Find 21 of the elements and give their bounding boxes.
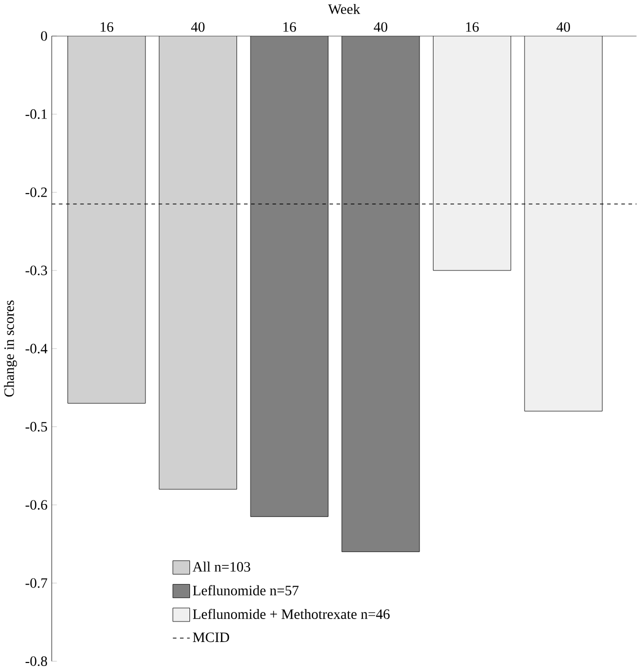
x-tick-label: 16 — [284, 22, 296, 32]
x-tick-label: 40 — [556, 22, 570, 32]
y-tick-label: -0.6 — [26, 500, 48, 510]
y-axis-title: Change in scores — [4, 300, 18, 397]
legend-label: Leflunomide n=57 — [193, 585, 299, 596]
y-tick-label: -0.5 — [26, 422, 48, 432]
y-tick-label: -0.2 — [26, 187, 47, 198]
y-tick-label: -0.4 — [26, 344, 48, 354]
y-tick-label: -0.8 — [26, 656, 48, 666]
x-axis-title: Week — [328, 4, 360, 14]
y-tick-label: -0.1 — [26, 109, 47, 119]
legend-label: All n=103 — [192, 562, 250, 572]
x-tick-label: 40 — [191, 22, 205, 32]
y-tick-label: 0 — [41, 31, 48, 41]
legend-label: Leflunomide + Methotrexate n=46 — [193, 608, 390, 619]
x-tick-label: 40 — [374, 22, 388, 32]
x-tick-label: 16 — [466, 22, 479, 32]
y-tick-label: -0.3 — [26, 266, 48, 276]
legend-label: MCID — [193, 632, 230, 642]
x-tick-label: 16 — [100, 22, 114, 32]
y-tick-label: -0.7 — [26, 578, 48, 588]
